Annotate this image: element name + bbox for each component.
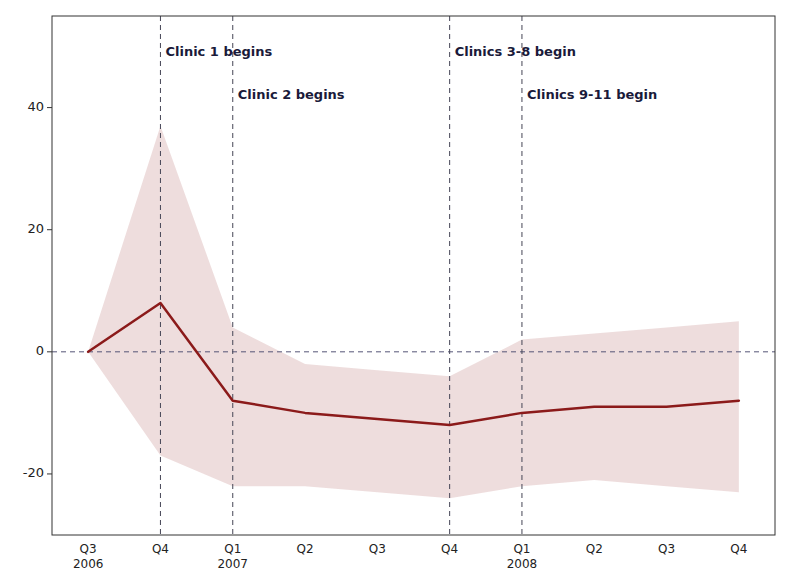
x-tick-label-line: 2008 [507, 557, 538, 571]
y-tick [47, 351, 52, 352]
x-tick-label: Q4 [152, 542, 169, 556]
x-tick-label: Q3 [369, 542, 386, 556]
x-tick-label-line: 2006 [73, 557, 104, 571]
x-tick-label-line: 2007 [217, 557, 248, 571]
annotation: Clinic 1 begins [165, 44, 272, 59]
reference-vline [521, 16, 522, 535]
x-tick-label: Q12007 [217, 542, 248, 571]
annotation: Clinics 9-11 begin [527, 87, 657, 102]
x-tick-label-line: Q3 [658, 542, 675, 556]
y-tick-label: 0 [36, 343, 44, 358]
x-axis: Q32006Q4Q12007Q2Q3Q4Q12008Q2Q3Q4 [73, 542, 748, 571]
plot-area [52, 16, 775, 535]
x-tick-label-line: Q2 [586, 542, 603, 556]
page: {"chart_data": {"type": "line", "categor… [0, 0, 791, 587]
annotation: Clinic 2 begins [238, 87, 345, 102]
y-tick [47, 229, 52, 230]
y-tick-label: -20 [23, 465, 44, 480]
x-tick-label: Q2 [297, 542, 314, 556]
x-tick-label: Q4 [730, 542, 747, 556]
annotation: Clinics 3-8 begin [455, 44, 576, 59]
y-axis: -20 0 20 40 [23, 99, 52, 480]
y-tick-label: 20 [27, 221, 44, 236]
plot-background [52, 16, 775, 535]
x-tick-label: Q2 [586, 542, 603, 556]
x-tick-label-line: Q2 [297, 542, 314, 556]
data-line [88, 303, 739, 425]
reference-vline [160, 16, 161, 535]
x-tick-label-line: Q4 [441, 542, 458, 556]
y-tick-label: 40 [27, 99, 44, 114]
y-tick [47, 473, 52, 474]
x-tick-label: Q4 [441, 542, 458, 556]
x-tick-label-line: Q1 [224, 542, 241, 556]
annotations: Clinic 1 begins Clinic 2 begins Clinics 3-… [165, 44, 657, 102]
chart: -2002040Q32006Q4Q12007Q2Q3Q4Q12008Q2Q3Q4… [0, 0, 791, 587]
x-tick-label-line: Q4 [152, 542, 169, 556]
x-tick-label-line: Q1 [513, 542, 530, 556]
confidence-band [88, 126, 739, 498]
x-tick-label: Q12008 [507, 542, 538, 571]
reference-vline [232, 16, 233, 535]
x-tick-label-line: Q3 [80, 542, 97, 556]
x-tick-label: Q3 [658, 542, 675, 556]
plot-frame [52, 16, 775, 535]
x-tick-label-line: Q3 [369, 542, 386, 556]
x-tick-label: Q32006 [73, 542, 104, 571]
y-tick [47, 107, 52, 108]
x-tick-label-line: Q4 [730, 542, 747, 556]
reference-vline [449, 16, 450, 535]
